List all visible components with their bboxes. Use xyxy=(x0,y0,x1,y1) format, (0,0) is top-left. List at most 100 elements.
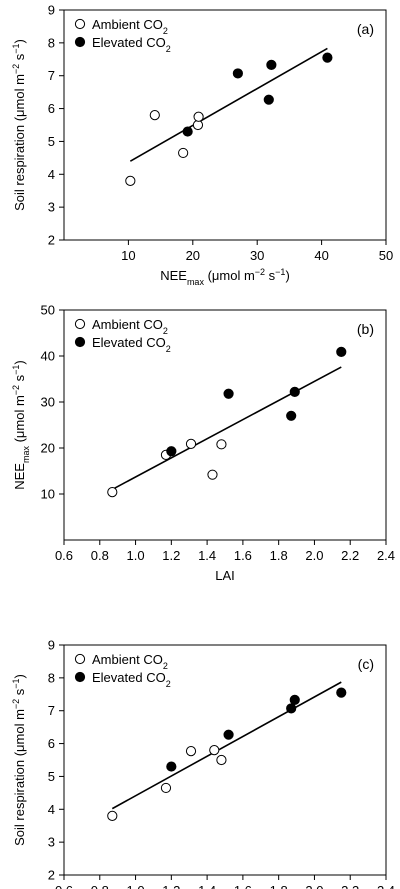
x-tick-label: 2.2 xyxy=(341,548,359,563)
data-point-elevated xyxy=(223,729,234,740)
data-point-ambient xyxy=(107,487,118,498)
x-tick-label: 2.2 xyxy=(341,883,359,889)
panel-label: (c) xyxy=(358,656,374,672)
chart-panel-3: 0.60.81.01.21.41.61.82.02.22.423456789LA… xyxy=(11,638,395,889)
y-tick-label: 2 xyxy=(48,868,55,883)
data-point-elevated xyxy=(336,687,347,698)
y-axis-label: Soil respiration (μmol m−2 s−1) xyxy=(11,674,27,846)
x-tick-label: 1.4 xyxy=(198,883,216,889)
data-point-ambient xyxy=(216,439,227,450)
y-tick-label: 3 xyxy=(48,200,55,215)
data-point-elevated xyxy=(289,386,300,397)
data-point-elevated xyxy=(322,52,333,63)
y-tick-label: 20 xyxy=(41,441,55,456)
data-point-elevated xyxy=(286,703,297,714)
chart-panel-2: 0.6 0.8 1.0 1.2 1.4 1.6 1.8 2.0 2.2 2.4 10 20 30 40 50… xyxy=(11,303,395,584)
plot-frame xyxy=(63,644,387,876)
regression-line xyxy=(111,681,342,810)
legend-marker-ambient xyxy=(74,318,86,330)
legend-marker-elevated xyxy=(74,36,86,48)
x-tick-label: 0.6 xyxy=(55,548,73,563)
legend-label-elevated: Elevated CO2 xyxy=(92,670,171,689)
y-axis-label: Soil respiration (μmol m−2 s−1) xyxy=(11,39,27,211)
data-point-elevated xyxy=(182,126,193,137)
x-tick-label: 1.2 xyxy=(162,883,180,889)
x-tick-label: 2.0 xyxy=(305,883,323,889)
y-tick-label: 40 xyxy=(41,349,55,364)
x-tick-label: 30 xyxy=(250,248,264,263)
x-axis-label: NEEmax (μmol m−2 s−1) xyxy=(160,267,290,287)
data-point-ambient xyxy=(107,810,118,821)
data-point-elevated xyxy=(166,446,177,457)
data-point-ambient xyxy=(216,754,227,766)
x-tick-label: 1.8 xyxy=(270,548,288,563)
x-tick-label: 1.4 xyxy=(198,548,216,563)
y-tick-label: 30 xyxy=(41,395,55,410)
x-tick-label: 40 xyxy=(314,248,328,263)
x-tick-label: 20 xyxy=(186,248,200,263)
x-tick-label: 1.8 xyxy=(270,883,288,889)
regression-line xyxy=(129,47,328,162)
data-point-ambient xyxy=(209,745,220,756)
x-tick-label: 2.4 xyxy=(377,883,395,889)
y-tick-label: 5 xyxy=(48,769,55,784)
y-tick-label: 4 xyxy=(48,802,55,817)
x-tick-label: 1.2 xyxy=(162,548,180,563)
data-point-elevated xyxy=(286,410,297,421)
chart-panel-1: 10 20 30 40 50 2 3 4 5 6 7 8 9 NEEmax (μmol m−2 s−1) S… xyxy=(11,3,393,288)
y-tick-label: 3 xyxy=(48,835,55,850)
x-tick-label: 10 xyxy=(121,248,135,263)
x-tick-label: 1.6 xyxy=(234,883,252,889)
y-tick-label: 10 xyxy=(41,487,55,502)
y-tick-label: 9 xyxy=(48,638,55,653)
y-tick-label: 7 xyxy=(48,703,55,718)
panel-label: (b) xyxy=(357,321,374,337)
y-tick-label: 2 xyxy=(48,233,55,248)
plot-frame xyxy=(63,309,387,541)
y-tick-label: 5 xyxy=(48,134,55,149)
data-point-elevated xyxy=(336,346,347,357)
y-tick-label: 7 xyxy=(48,68,55,83)
legend-marker-elevated xyxy=(74,336,86,348)
data-point-elevated xyxy=(263,94,274,105)
x-axis-label: LAI xyxy=(215,568,235,583)
legend-label-ambient: Ambient CO2 xyxy=(92,17,168,36)
x-tick-label: 1.0 xyxy=(127,883,145,889)
y-tick-label: 4 xyxy=(48,167,55,182)
legend-label-ambient: Ambient CO2 xyxy=(92,317,168,336)
data-point-ambient xyxy=(185,746,197,757)
y-tick-label: 50 xyxy=(41,303,55,318)
data-point-ambient xyxy=(178,147,189,159)
x-tick-label: 1.6 xyxy=(234,548,252,563)
x-tick-label: 1.0 xyxy=(127,548,145,563)
y-tick-label: 8 xyxy=(48,670,55,685)
x-tick-label: 2.4 xyxy=(377,548,395,563)
x-tick-label: 0.6 xyxy=(55,883,73,889)
y-tick-label: 6 xyxy=(48,736,55,751)
x-tick-label: 0.8 xyxy=(91,548,109,563)
legend-label-ambient: Ambient CO2 xyxy=(92,652,168,671)
data-point-elevated xyxy=(166,761,177,772)
data-point-elevated xyxy=(223,388,234,399)
data-point-ambient xyxy=(193,111,204,122)
regression-line xyxy=(111,366,342,491)
y-tick-label: 9 xyxy=(48,3,55,18)
legend-marker-elevated xyxy=(74,671,86,683)
data-point-ambient xyxy=(185,438,197,449)
y-tick-label: 6 xyxy=(48,101,55,116)
legend-label-elevated: Elevated CO2 xyxy=(92,35,171,54)
data-point-ambient xyxy=(125,175,136,186)
plot-frame xyxy=(63,9,387,241)
data-point-ambient xyxy=(160,782,172,794)
y-tick-label: 8 xyxy=(48,35,55,50)
data-point-elevated xyxy=(266,59,277,70)
legend-marker-ambient xyxy=(74,18,86,30)
legend-label-elevated: Elevated CO2 xyxy=(92,335,171,354)
x-tick-label: 50 xyxy=(379,248,393,263)
x-tick-label: 0.8 xyxy=(91,883,109,889)
legend-marker-ambient xyxy=(74,653,86,665)
x-tick-label: 2.0 xyxy=(305,548,323,563)
data-point-elevated xyxy=(289,694,300,705)
data-point-elevated xyxy=(232,68,243,79)
